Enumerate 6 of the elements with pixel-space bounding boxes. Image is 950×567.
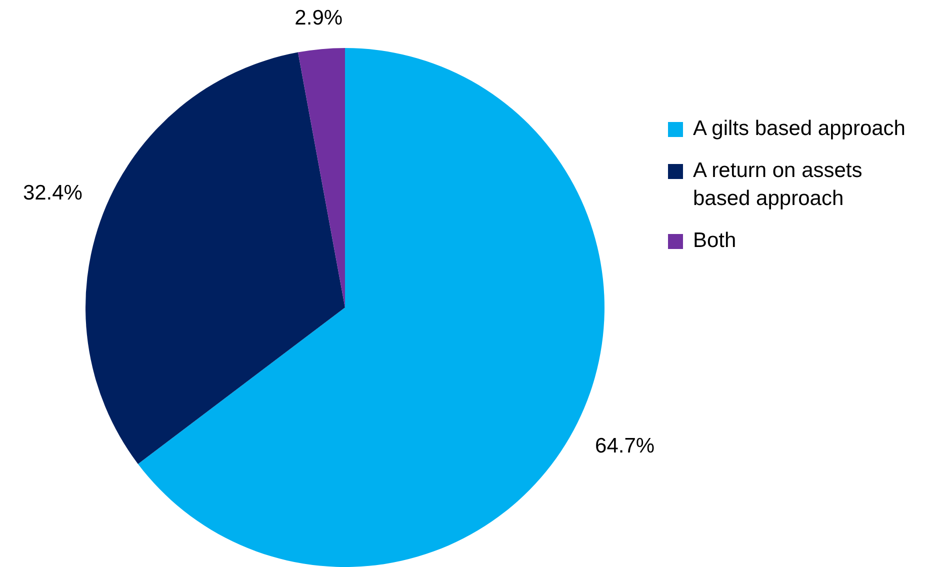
data-label: 32.4% (22, 182, 82, 205)
legend-label: A gilts based approach (693, 116, 906, 142)
legend-label: Both (693, 228, 736, 254)
legend-label: A return on assets based approach (693, 158, 864, 212)
data-label: 2.9% (294, 6, 343, 30)
data-label: 64.7% (595, 434, 655, 458)
